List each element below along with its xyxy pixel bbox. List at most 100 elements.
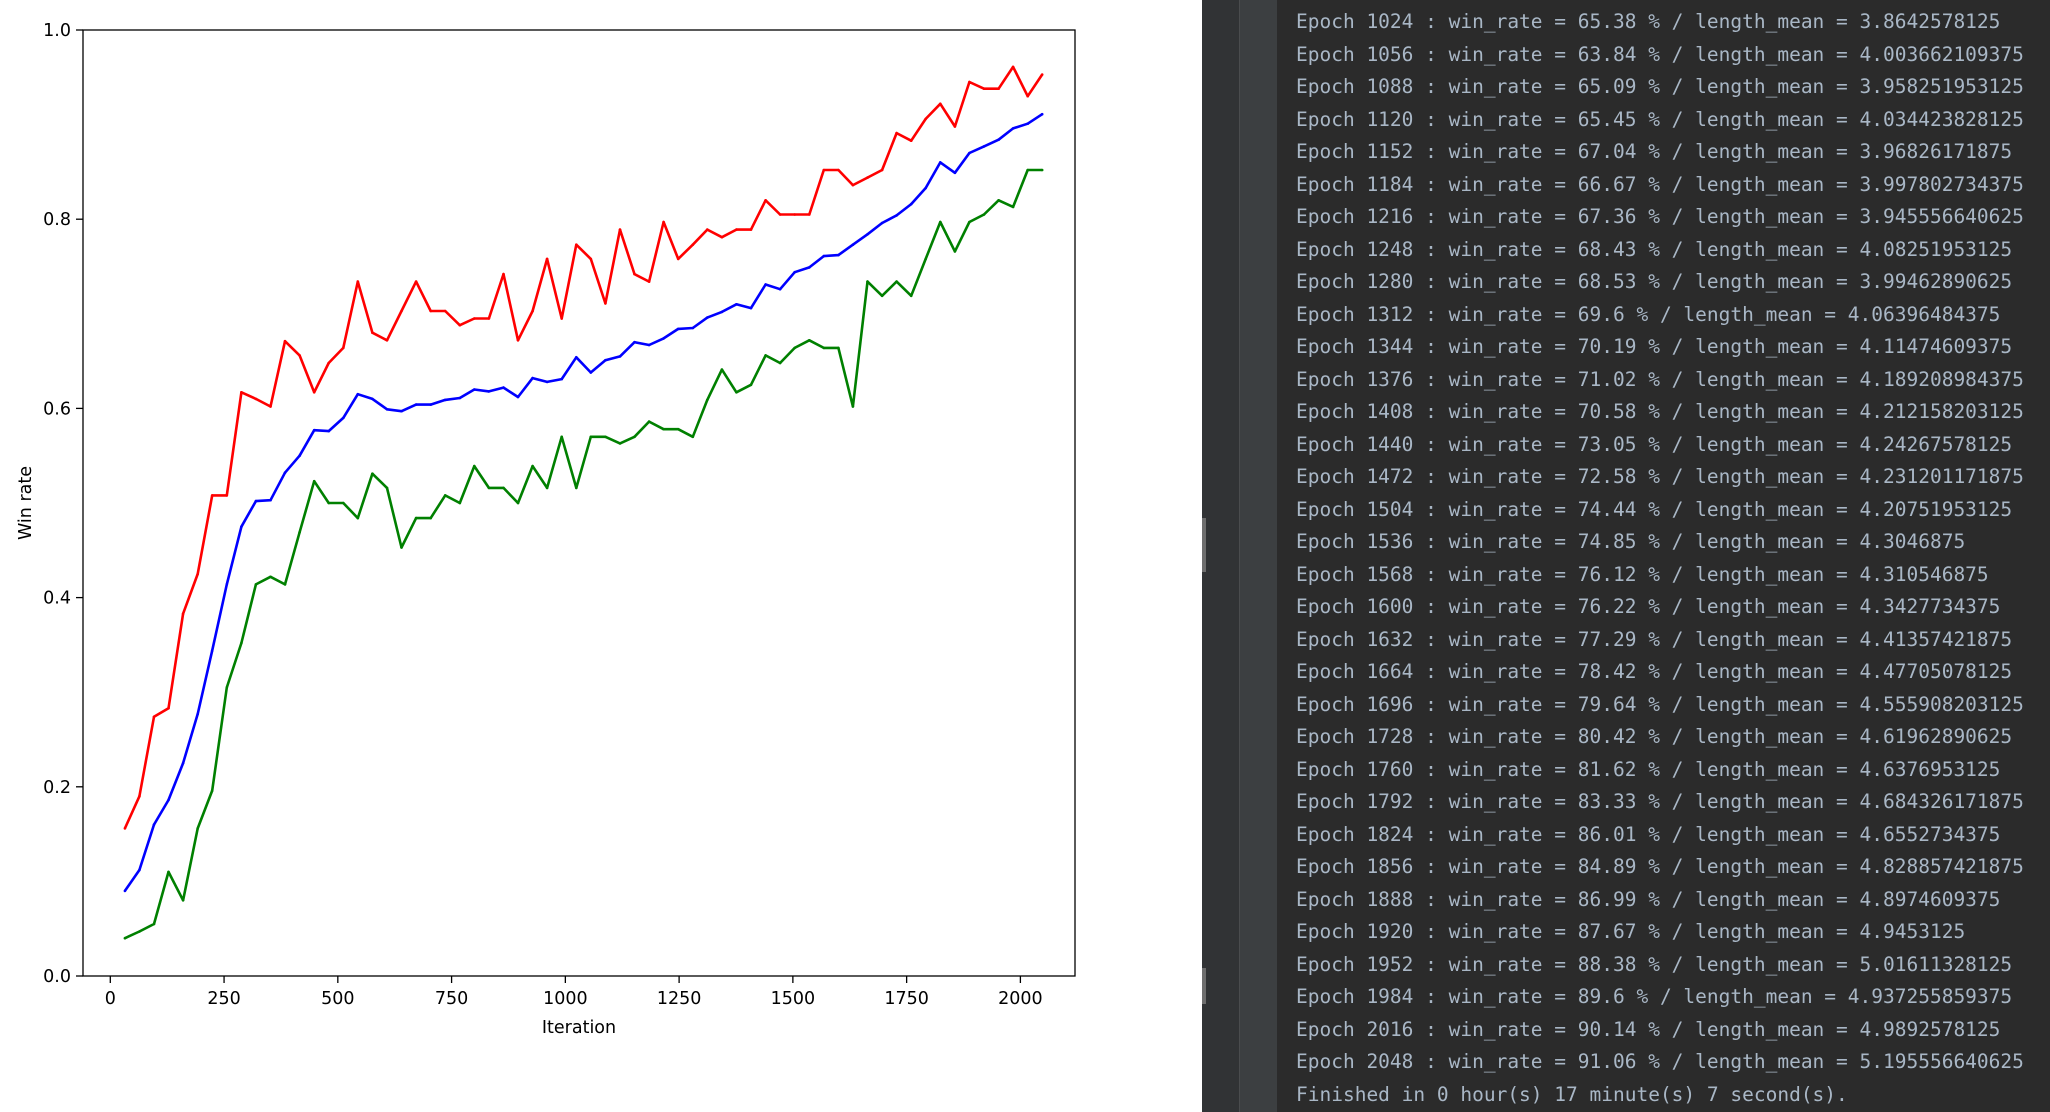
x-tick-label: 500: [321, 989, 354, 1009]
series-2-point: [880, 221, 884, 225]
series-1-point: [997, 87, 1000, 90]
series-2-point: [167, 798, 170, 802]
series-2-point: [735, 303, 738, 306]
series-3-point: [487, 486, 491, 490]
x-tick-label: 2000: [998, 989, 1043, 1009]
series-2-point: [240, 525, 243, 528]
series-3-point: [953, 250, 957, 253]
series-2-point: [822, 254, 826, 258]
console-output[interactable]: Epoch 1024 : win_rate = 65.38 % / length…: [1296, 6, 2050, 1111]
series-2-point: [997, 138, 1000, 141]
series-3-point: [385, 486, 389, 490]
series-1-point: [909, 139, 913, 142]
y-tick-label: 0.6: [43, 399, 71, 419]
series-2-point: [269, 498, 272, 502]
series-1-point: [589, 257, 593, 261]
console-line: Epoch 1056 : win_rate = 63.84 % / length…: [1296, 42, 2024, 66]
series-3-point: [167, 870, 170, 874]
series-3-point: [895, 280, 898, 283]
series-2-point: [473, 388, 476, 391]
console-line: Epoch 1600 : win_rate = 76.22 % / length…: [1296, 595, 2001, 618]
series-2-point: [414, 403, 418, 406]
series-2-point: [662, 337, 665, 340]
series-1-point: [240, 391, 243, 394]
series-line-1: [123, 65, 1044, 829]
series-2-point: [502, 386, 505, 389]
series-1-point: [924, 117, 927, 121]
series-1-point: [196, 572, 199, 576]
series-3-point: [312, 479, 316, 483]
series-3-point: [618, 442, 622, 445]
series-3-point: [356, 516, 360, 520]
series-2-point: [939, 161, 942, 164]
series-2-point: [487, 390, 491, 393]
series-2-point: [575, 356, 578, 359]
series-1-point: [575, 243, 578, 246]
series-1-point: [1011, 65, 1015, 69]
series-1-point: [356, 280, 360, 283]
series-1-point: [953, 125, 957, 128]
series-3-point: [545, 486, 549, 490]
console-line: Epoch 1088 : win_rate = 65.09 % / length…: [1296, 75, 2024, 98]
series-1-point: [254, 397, 258, 401]
series-1-point: [895, 131, 898, 135]
series-1-point: [1026, 94, 1029, 98]
series-1-point: [516, 339, 520, 342]
series-3-point: [924, 257, 927, 261]
series-2-point: [312, 428, 316, 432]
console-line: Epoch 1280 : win_rate = 68.53 % / length…: [1296, 270, 2013, 293]
series-3-point: [342, 501, 345, 505]
series-3-point: [880, 294, 884, 298]
series-2-point: [123, 889, 127, 893]
console-line: Epoch 1696 : win_rate = 79.64 % / length…: [1296, 692, 2024, 716]
series-3-point: [604, 435, 607, 439]
series-3-point: [909, 294, 913, 298]
series-1-point: [414, 280, 418, 283]
series-1-point: [458, 323, 462, 327]
x-axis: 0 250 500 750 1000 1250 1500 1750 2000: [105, 976, 1043, 1009]
series-3-point: [371, 472, 374, 476]
series-3-point: [720, 368, 724, 371]
series-2-point: [342, 416, 345, 420]
run-console[interactable]: Epoch 1024 : win_rate = 65.38 % / length…: [1202, 0, 2050, 1112]
console-line: Epoch 1792 : win_rate = 83.33 % / length…: [1296, 790, 2024, 813]
series-1-point: [283, 339, 287, 343]
series-1-point: [443, 309, 447, 313]
y-axis: 0.0 0.2 0.4 0.6 0.8 1.0: [43, 21, 83, 987]
series-2-point: [647, 343, 651, 347]
series-2-point: [371, 397, 374, 401]
series-1-point: [618, 228, 622, 231]
series-2-point: [953, 171, 957, 175]
series-1-point: [662, 220, 665, 224]
series-3-point: [327, 501, 331, 505]
series-1-point: [880, 168, 884, 172]
series-3-point: [152, 922, 156, 926]
console-line: Epoch 1216 : win_rate = 67.36 % / length…: [1296, 205, 2024, 228]
console-edge-marks: [1202, 0, 1206, 1112]
series-3-point: [240, 641, 243, 645]
series-1-point: [968, 80, 971, 84]
series-1-point: [152, 715, 156, 719]
series-1-point: [560, 317, 563, 320]
x-tick-label: 1500: [771, 989, 816, 1009]
series-3-point: [458, 501, 462, 505]
series-1-point: [691, 243, 695, 246]
series-3-point: [298, 531, 301, 534]
console-line: Epoch 1024 : win_rate = 65.38 % / length…: [1296, 10, 2001, 33]
series-2-point: [851, 243, 855, 246]
series-layer: [123, 65, 1044, 940]
console-line: Epoch 1728 : win_rate = 80.42 % / length…: [1296, 725, 2013, 748]
console-line: Epoch 1472 : win_rate = 72.58 % / length…: [1296, 465, 2024, 488]
series-2-point: [706, 316, 709, 319]
series-3-point: [225, 686, 229, 689]
console-line: Epoch 1824 : win_rate = 86.01 % / length…: [1296, 822, 2001, 846]
series-1-point: [138, 795, 141, 798]
series-3-point: [283, 583, 287, 586]
series-2-point: [210, 649, 214, 652]
console-line: Epoch 1184 : win_rate = 66.67 % / length…: [1296, 172, 2024, 196]
series-1-point: [778, 213, 782, 216]
series-3-point: [1026, 168, 1029, 172]
series-3-point: [764, 354, 767, 357]
series-1-point: [808, 213, 811, 216]
series-2-point: [385, 408, 389, 411]
